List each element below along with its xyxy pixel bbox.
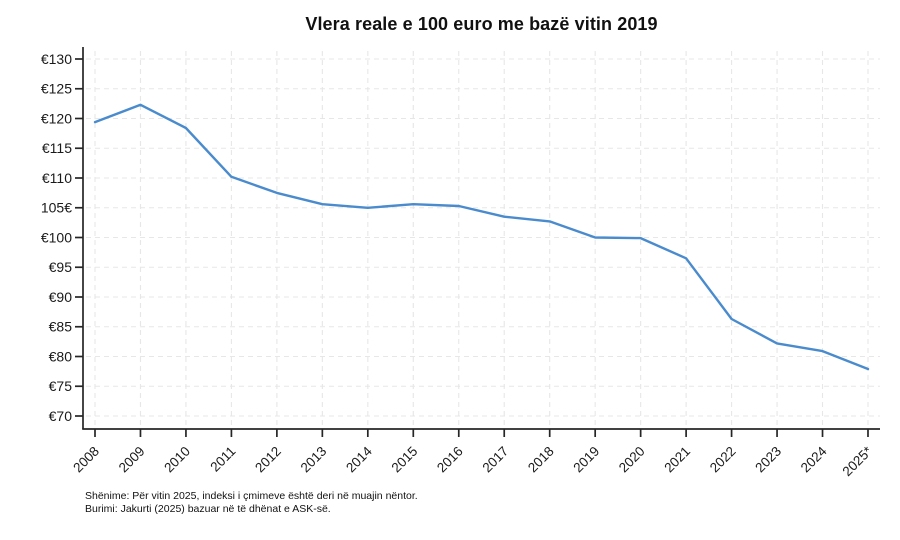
x-axis-tick-label: 2008 (70, 444, 102, 476)
y-axis-tick-label: €70 (49, 408, 73, 424)
x-axis-tick-label: 2019 (570, 444, 602, 476)
x-axis-tick-label: 2022 (707, 444, 739, 476)
y-axis-tick-label: €120 (41, 110, 72, 126)
y-axis-tick-label: €80 (49, 348, 73, 364)
y-axis-tick-label: €110 (42, 170, 72, 186)
x-axis-tick-label: 2009 (116, 444, 148, 476)
x-axis-tick-label: 2015 (389, 444, 421, 476)
y-axis-tick-label: €125 (41, 81, 72, 97)
x-axis-tick-label: 2021 (661, 444, 693, 476)
y-axis-tick-label: €100 (41, 229, 72, 245)
y-axis-tick-label: €130 (41, 51, 72, 67)
y-axis-tick-label: €75 (49, 378, 73, 394)
y-axis-tick-label: €115 (42, 140, 72, 156)
x-axis-tick-label: 2014 (343, 443, 375, 475)
footnote-burimi: Burimi: Jakurti (2025) bazuar në të dhën… (85, 502, 331, 515)
x-axis-tick-label: 2024 (798, 443, 830, 475)
x-axis-tick-label: 2017 (479, 444, 511, 476)
x-axis-tick-label: 2018 (525, 444, 557, 476)
x-axis-tick-label: 2012 (252, 444, 284, 476)
y-axis-tick-label: €85 (49, 319, 73, 335)
y-axis-tick-label: €95 (49, 259, 73, 275)
chart-footnotes: Shënime: Për vitin 2025, indeksi i çmime… (85, 490, 418, 515)
x-axis-tick-label: 2011 (207, 444, 238, 475)
x-axis-tick-label: 2016 (434, 444, 466, 476)
x-axis-tick-label: 2013 (298, 444, 330, 476)
footnote-shenime: Shënime: Për vitin 2025, indeksi i çmime… (85, 490, 418, 502)
x-axis-tick-label: 2023 (752, 444, 784, 476)
y-axis-tick-label: €90 (49, 289, 73, 305)
x-axis-tick-label: 2025* (840, 443, 876, 479)
data-series-line (93, 103, 870, 371)
y-axis-tick-label: 105€ (41, 200, 72, 216)
chart-title: Vlera reale e 100 euro me bazë vitin 201… (305, 14, 658, 34)
x-axis-tick-label: 2010 (161, 444, 193, 476)
x-axis-tick-label: 2020 (616, 444, 648, 476)
